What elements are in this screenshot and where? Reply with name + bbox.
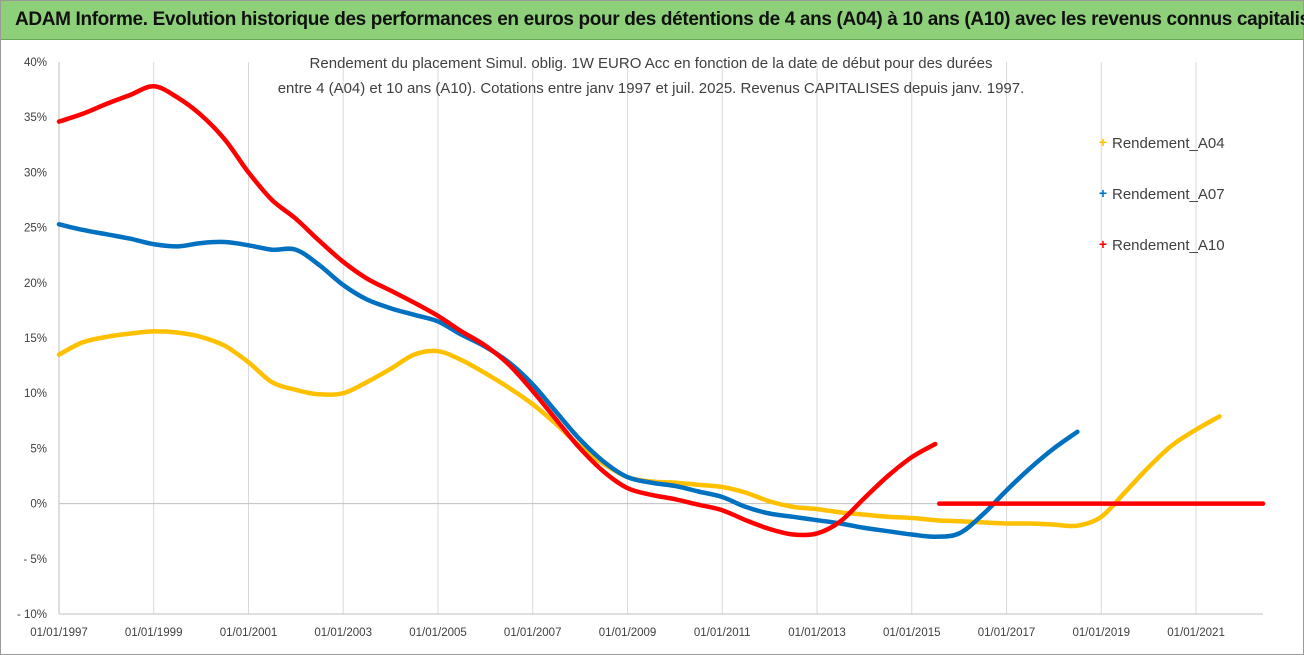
- legend-label: Rendement_A07: [1112, 186, 1225, 203]
- legend-label: Rendement_A04: [1112, 135, 1225, 152]
- page-title: ADAM Informe. Evolution historique des p…: [15, 9, 1304, 30]
- x-tick-label: 01/01/1999: [125, 627, 183, 639]
- chart-title: Rendement du placement Simul. oblig. 1W …: [278, 55, 1025, 97]
- series-line-rendement-a07: [56, 222, 1080, 539]
- y-tick-label: 0%: [30, 499, 47, 511]
- x-tick-label: 01/01/2015: [883, 627, 941, 639]
- y-tick-label: 30%: [24, 167, 47, 179]
- y-tick-label: 5%: [30, 443, 47, 455]
- legend-item-rendement-a07[interactable]: + Rendement_A07: [1099, 185, 1225, 203]
- legend[interactable]: + Rendement_A04 + Rendement_A07 + Rendement_A…: [1099, 134, 1225, 254]
- line-chart: 40% 35% 30% 25% 20% 15% 10% 5% 0% - 5% - 10% 01/01…: [17, 55, 1266, 639]
- x-tick-label: 01/01/2009: [599, 627, 657, 639]
- x-tick-label: 01/01/2013: [788, 627, 846, 639]
- grid-lines: [58, 62, 1197, 614]
- chart-title-line: entre 4 (A04) et 10 ans (A10). Cotations…: [278, 80, 1025, 97]
- x-tick-label: 01/01/2021: [1167, 627, 1225, 639]
- legend-marker: +: [1099, 134, 1107, 150]
- x-tick-label: 01/01/2005: [409, 627, 467, 639]
- x-tick-label: 01/01/2017: [978, 627, 1036, 639]
- legend-marker: +: [1099, 236, 1107, 252]
- series-line-rendement-a04: [56, 329, 1222, 529]
- legend-item-rendement-a10[interactable]: + Rendement_A10: [1099, 236, 1225, 254]
- series-line-rendement-a10: [56, 84, 938, 538]
- y-tick-label: 15%: [24, 333, 47, 345]
- y-tick-label: 10%: [24, 388, 47, 400]
- x-tick-label: 01/01/2001: [220, 627, 278, 639]
- y-tick-label: 20%: [24, 278, 47, 290]
- x-tick-label: 01/01/1997: [30, 627, 88, 639]
- y-tick-label: - 10%: [17, 609, 47, 621]
- y-tick-label: 40%: [24, 57, 47, 69]
- y-axis-tick-labels: 40% 35% 30% 25% 20% 15% 10% 5% 0% - 5% - 10%: [17, 57, 47, 621]
- axes: [58, 62, 1263, 615]
- header-banner: ADAM Informe. Evolution historique des p…: [1, 1, 1304, 40]
- x-axis-tick-labels: 01/01/1997 01/01/1999 01/01/2001 01/01/2003…: [30, 627, 1225, 639]
- y-tick-label: - 5%: [23, 554, 47, 566]
- x-tick-label: 01/01/2011: [694, 627, 751, 639]
- chart-title-line: Rendement du placement Simul. oblig. 1W …: [310, 55, 993, 72]
- x-tick-label: 01/01/2003: [314, 627, 372, 639]
- legend-marker: +: [1099, 185, 1107, 201]
- data-series: [56, 84, 1266, 539]
- x-tick-label: 01/01/2007: [504, 627, 562, 639]
- legend-label: Rendement_A10: [1112, 237, 1225, 254]
- y-tick-label: 35%: [24, 112, 47, 124]
- x-tick-label: 01/01/2019: [1072, 627, 1130, 639]
- y-tick-label: 25%: [24, 223, 47, 235]
- legend-item-rendement-a04[interactable]: + Rendement_A04: [1099, 134, 1225, 152]
